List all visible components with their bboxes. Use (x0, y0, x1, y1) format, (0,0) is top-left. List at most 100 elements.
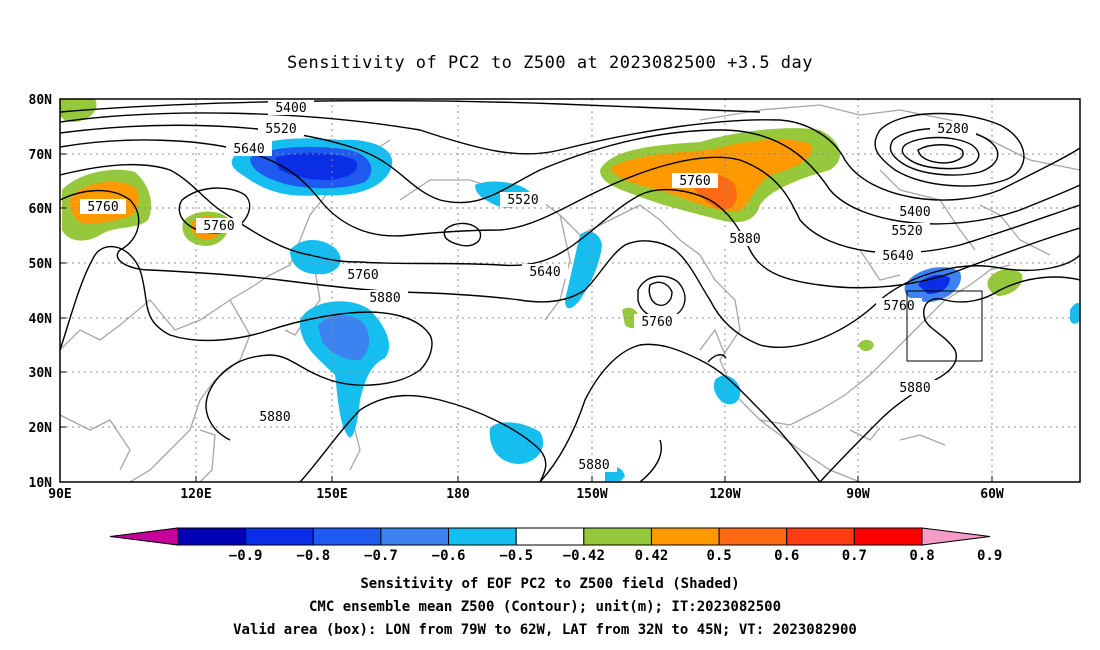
map-frame (59, 98, 1081, 483)
graticule (60, 99, 1080, 482)
contour-label: 5280 (930, 121, 976, 137)
lon-label: 150W (576, 487, 607, 502)
lon-label: 90E (48, 487, 71, 502)
contour-label: 5880 (892, 380, 938, 396)
contour-label: 5520 (258, 121, 304, 137)
svg-text:5280: 5280 (937, 122, 968, 137)
lon-label: 120W (709, 487, 740, 502)
colorbar-box (718, 527, 788, 546)
shade-neg-bering-dark (275, 152, 358, 180)
colorbar-tick-label: −0.6 (432, 548, 466, 564)
colorbar-tick-label: −0.7 (364, 548, 398, 564)
contour-label: 5760 (634, 314, 680, 330)
svg-text:5520: 5520 (891, 224, 922, 239)
svg-text:5880: 5880 (259, 410, 290, 425)
lat-label: 50N (29, 257, 53, 272)
lat-label: 40N (29, 312, 53, 327)
svg-text:5880: 5880 (729, 232, 760, 247)
svg-text:5640: 5640 (529, 265, 560, 280)
shade-pos-gom (858, 339, 874, 352)
shade-neg-mexico (713, 375, 741, 405)
shade-neg-pacific (489, 422, 544, 464)
shade-neg-japan-core (318, 315, 370, 361)
caption-line-3: Valid area (box): LON from 79W to 62W, L… (233, 622, 857, 638)
colorbar-box (380, 527, 450, 546)
svg-text:5880: 5880 (899, 381, 930, 396)
svg-text:5520: 5520 (507, 193, 538, 208)
contour-label: 5640 (522, 264, 568, 280)
contour-label: 5400 (268, 100, 314, 116)
colorbar-tick-label: 0.42 (635, 548, 669, 564)
contour-label: 5760 (80, 199, 126, 215)
colorbar-box (245, 527, 314, 546)
svg-text:5880: 5880 (369, 291, 400, 306)
caption-line-2: CMC ensemble mean Z500 (Contour); unit(m… (309, 599, 781, 615)
contour-label: 5760 (340, 267, 386, 283)
lat-label: 20N (29, 421, 53, 436)
lon-label: 150E (316, 487, 347, 502)
caption-line-1: Sensitivity of EOF PC2 to Z500 field (Sh… (360, 576, 739, 592)
colorbar: −0.9 −0.8 −0.7 −0.6 −0.5 −0.42 0.42 0.5 0.6 0.7 0.… (109, 527, 1002, 564)
lon-label: 60W (980, 487, 1004, 502)
lat-label: 80N (29, 93, 53, 108)
svg-text:5880: 5880 (578, 458, 609, 473)
svg-text:5640: 5640 (882, 249, 913, 264)
shade-neg-atlantic (1070, 303, 1080, 324)
svg-text:5640: 5640 (233, 142, 264, 157)
contour-label: 5520 (884, 223, 930, 239)
contour-label: 5880 (722, 231, 768, 247)
colorbar-box (177, 527, 247, 546)
lat-label: 30N (29, 366, 53, 381)
lon-label: 180 (446, 487, 470, 502)
svg-text:5400: 5400 (275, 101, 306, 116)
colorbar-tick-label: 0.6 (774, 548, 799, 564)
colorbar-box (515, 527, 585, 546)
lat-label: 70N (29, 148, 53, 163)
valid-area-box (906, 290, 983, 362)
colorbar-tick-label: 0.9 (977, 548, 1002, 564)
contour-label: 5640 (875, 248, 921, 264)
colorbar-box (650, 527, 720, 546)
svg-text:5520: 5520 (265, 122, 296, 137)
colorbar-tick-label: 0.5 (706, 548, 731, 564)
lat-label: 60N (29, 202, 53, 217)
contour-label: 5880 (362, 290, 408, 306)
svg-text:5760: 5760 (203, 219, 234, 234)
contour-label: 5760 (876, 298, 922, 314)
svg-text:5760: 5760 (679, 174, 710, 189)
contour-label: 5520 (500, 192, 546, 208)
contour-label: 5760 (672, 173, 718, 189)
colorbar-tick-label: 0.8 (909, 548, 934, 564)
shade-neg-ochotsk (290, 239, 341, 275)
shade-neg-bc (565, 231, 602, 309)
contour-labels: 5400 5520 5640 5760 5760 5760 5880 5880 … (80, 100, 976, 473)
colorbar-box (448, 527, 517, 546)
tick-marks (60, 98, 993, 483)
colorbar-box (583, 527, 652, 546)
contour-label: 5640 (226, 141, 272, 157)
lon-label: 120E (180, 487, 211, 502)
figure-title: Sensitivity of PC2 to Z500 at 2023082500… (287, 53, 813, 73)
contour-label: 5880 (252, 409, 298, 425)
colorbar-tick-label: 0.7 (842, 548, 867, 564)
longitude-labels: 90E 120E 150E 180 150W 120W 90W 60W (48, 487, 1004, 502)
colorbar-tick-label: −0.42 (563, 548, 605, 564)
colorbar-tick-label: −0.8 (296, 548, 330, 564)
colorbar-right-arrow (921, 527, 991, 546)
svg-text:5400: 5400 (899, 205, 930, 220)
contour-label: 5880 (571, 457, 617, 473)
svg-text:5760: 5760 (87, 200, 118, 215)
shade-pos-greenland (987, 269, 1023, 296)
contour-label: 5400 (892, 204, 938, 220)
map-area: 5400 5520 5640 5760 5760 5760 5880 5880 … (60, 99, 1080, 482)
colorbar-tick-label: −0.9 (229, 548, 263, 564)
lat-label: 10N (29, 476, 53, 491)
svg-text:5760: 5760 (641, 315, 672, 330)
contour-label: 5760 (196, 218, 242, 234)
lon-label: 90W (846, 487, 870, 502)
colorbar-box (853, 527, 923, 546)
colorbar-left-arrow (109, 527, 179, 546)
colorbar-box (786, 527, 855, 546)
captions: Sensitivity of EOF PC2 to Z500 field (Sh… (233, 576, 857, 638)
